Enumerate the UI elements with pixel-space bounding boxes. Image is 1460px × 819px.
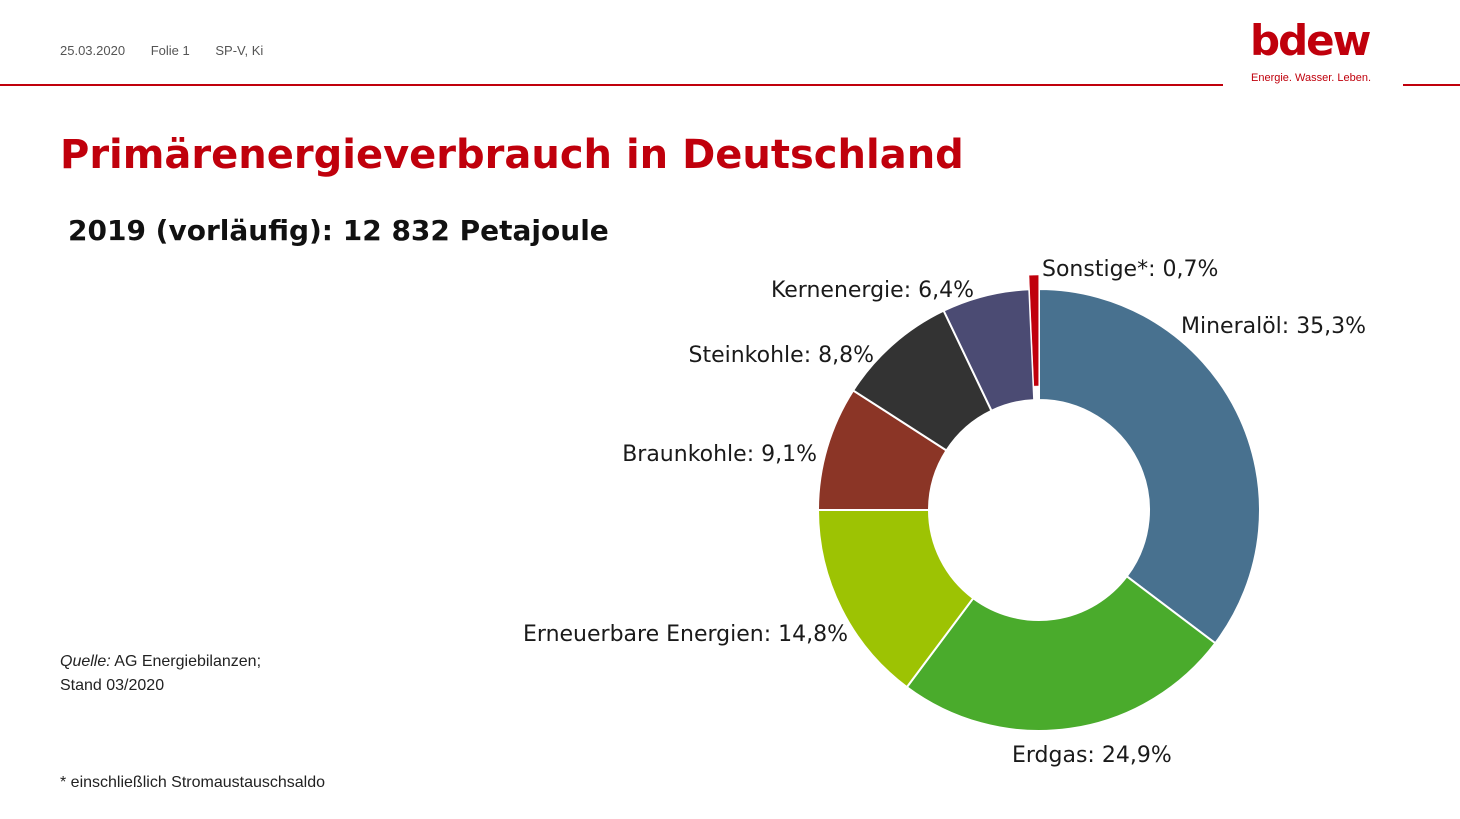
page-subtitle: 2019 (vorläufig): 12 832 Petajoule: [68, 214, 609, 247]
slice-erneuerbare-energien: [816, 509, 975, 689]
source-line: Quelle: AG Energiebilanzen;: [60, 650, 261, 674]
slice-kernenergie: [942, 288, 1036, 413]
label-braunkohle: Braunkohle: 9,1%: [622, 442, 817, 467]
slide-date: 25.03.2020: [60, 43, 126, 58]
label-mineralöl: Mineralöl: 35,3%: [1181, 314, 1366, 339]
label-erdgas: Erdgas: 24,9%: [1012, 743, 1172, 768]
source-text: AG Energiebilanzen;: [110, 653, 262, 670]
slide-number: Folie 1: [150, 43, 190, 58]
logo-word: bdew: [1250, 16, 1371, 65]
slice-sonstige: [1028, 274, 1039, 387]
label-sonstige: Sonstige*: 0,7%: [1042, 257, 1218, 282]
source-note: Quelle: AG Energiebilanzen; Stand 03/202…: [60, 650, 261, 698]
source-label: Quelle:: [60, 653, 111, 670]
page-title: Primärenergieverbrauch in Deutschland: [60, 132, 964, 178]
slice-mineralöl: [1038, 287, 1261, 645]
slice-erdgas: [905, 574, 1217, 732]
label-erneuerbare-energien: Erneuerbare Energien: 14,8%: [523, 622, 848, 647]
donut-labels: Mineralöl: 35,3% Erdgas: 24,9% Erneuerbare…: [523, 257, 1366, 768]
label-steinkohle: Steinkohle: 8,8%: [689, 343, 875, 368]
footnote: * einschließlich Stromaustauschsaldo: [60, 774, 326, 791]
bdew-logo: bdew Energie. Wasser. Leben.: [1240, 18, 1390, 88]
slide-meta: 25.03.2020 Folie 1 SP-V, Ki: [60, 43, 285, 58]
header-rule-left: [0, 84, 1223, 86]
label-kernenergie: Kernenergie: 6,4%: [771, 278, 974, 303]
slide-author: SP-V, Ki: [215, 43, 264, 58]
logo-tagline: Energie. Wasser. Leben.: [1251, 72, 1372, 84]
source-stand: Stand 03/2020: [60, 677, 165, 694]
donut-slices: [816, 274, 1261, 732]
header-rule-right: [1403, 84, 1460, 86]
